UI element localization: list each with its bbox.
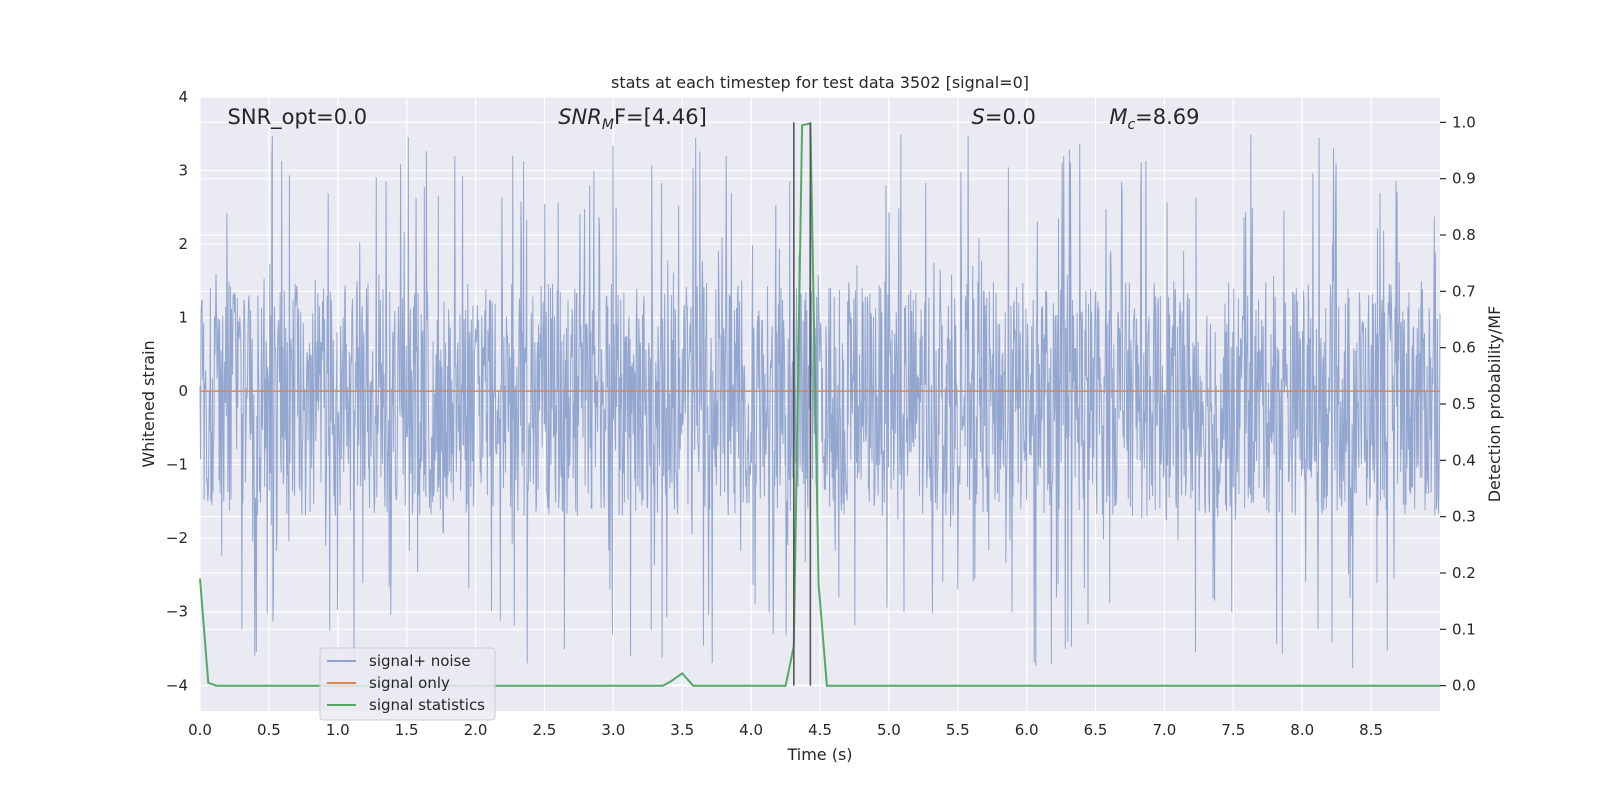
y-tick-label: −2 [166,529,188,547]
x-tick-label: 1.0 [326,721,350,739]
y-tick-label: 0 [178,382,188,400]
y2-tick-label: 0.5 [1452,395,1476,413]
legend: signal+ noise signal only signal statist… [319,647,496,721]
y2-axis-ticks: 1.0 0.9 0.8 0.7 0.6 0.5 0.4 0.3 0.2 0.1 0.0 [1440,113,1476,695]
x-tick-label: 4.0 [739,721,763,739]
x-tick-label: 5.0 [877,721,901,739]
x-tick-label: 2.0 [464,721,488,739]
x-tick-label: 2.5 [533,721,557,739]
y2-axis-label: Detection probability/MF [1485,306,1504,503]
y-tick-label: 4 [178,88,188,106]
x-tick-label: 0.5 [257,721,281,739]
x-axis-ticks: 0.0 0.5 1.0 1.5 2.0 2.5 3.0 3.5 4.0 4.5 5.0 5.5 6.0 6… [188,721,1383,739]
annotations: SNR_opt=0.0 SNRMF=[4.46] S=0.0 Mc=8.69 [228,105,1200,133]
y2-tick-label: 1.0 [1452,113,1476,131]
legend-label-noise: signal+ noise [369,652,471,670]
noise-trace [199,134,1441,669]
x-tick-label: 4.5 [808,721,832,739]
y-tick-label: 2 [178,235,188,253]
legend-label-statistics: signal statistics [369,696,485,714]
grid [199,96,1440,711]
x-axis-label: Time (s) [786,745,852,764]
signal-statistics-line [199,122,1440,687]
x-tick-label: 7.5 [1221,721,1245,739]
y-tick-label: −4 [166,676,188,694]
y-tick-label: 1 [178,309,188,327]
y2-tick-label: 0.7 [1452,282,1476,300]
y2-tick-label: 0.6 [1452,339,1476,357]
y-axis-label: Whitened strain [139,340,158,467]
annotation: Mc=8.69 [1109,105,1199,133]
series-layer [199,122,1440,687]
y2-tick-label: 0.2 [1452,564,1476,582]
legend-box [319,647,496,721]
legend-label-signal: signal only [369,674,450,692]
detection-markers [793,122,812,686]
x-tick-label: 5.5 [946,721,970,739]
y2-tick-label: 0.0 [1452,677,1476,695]
y-axis-ticks: 4 3 2 1 0 −1 −2 −3 −4 [166,88,188,694]
y2-tick-label: 0.4 [1452,451,1476,469]
x-tick-label: 1.5 [395,721,419,739]
x-tick-label: 6.0 [1015,721,1039,739]
annotation: SNRMF=[4.46] [558,105,707,133]
chart-title: stats at each timestep for test data 350… [611,73,1029,92]
y-tick-label: −1 [166,456,188,474]
series-signal-plus-noise [199,134,1441,669]
x-tick-label: 3.5 [670,721,694,739]
x-tick-label: 8.5 [1359,721,1383,739]
y-tick-label: −3 [166,603,188,621]
y2-tick-label: 0.3 [1452,508,1476,526]
y-tick-label: 3 [178,162,188,180]
x-tick-label: 0.0 [188,721,212,739]
x-tick-label: 3.0 [601,721,625,739]
x-tick-label: 7.0 [1153,721,1177,739]
x-tick-label: 8.0 [1290,721,1314,739]
annotation: SNR_opt=0.0 [228,105,368,130]
x-tick-label: 6.5 [1084,721,1108,739]
y2-tick-label: 0.9 [1452,170,1476,188]
y2-tick-label: 0.8 [1452,226,1476,244]
annotation: S=0.0 [972,105,1036,129]
y2-tick-label: 0.1 [1452,620,1476,638]
